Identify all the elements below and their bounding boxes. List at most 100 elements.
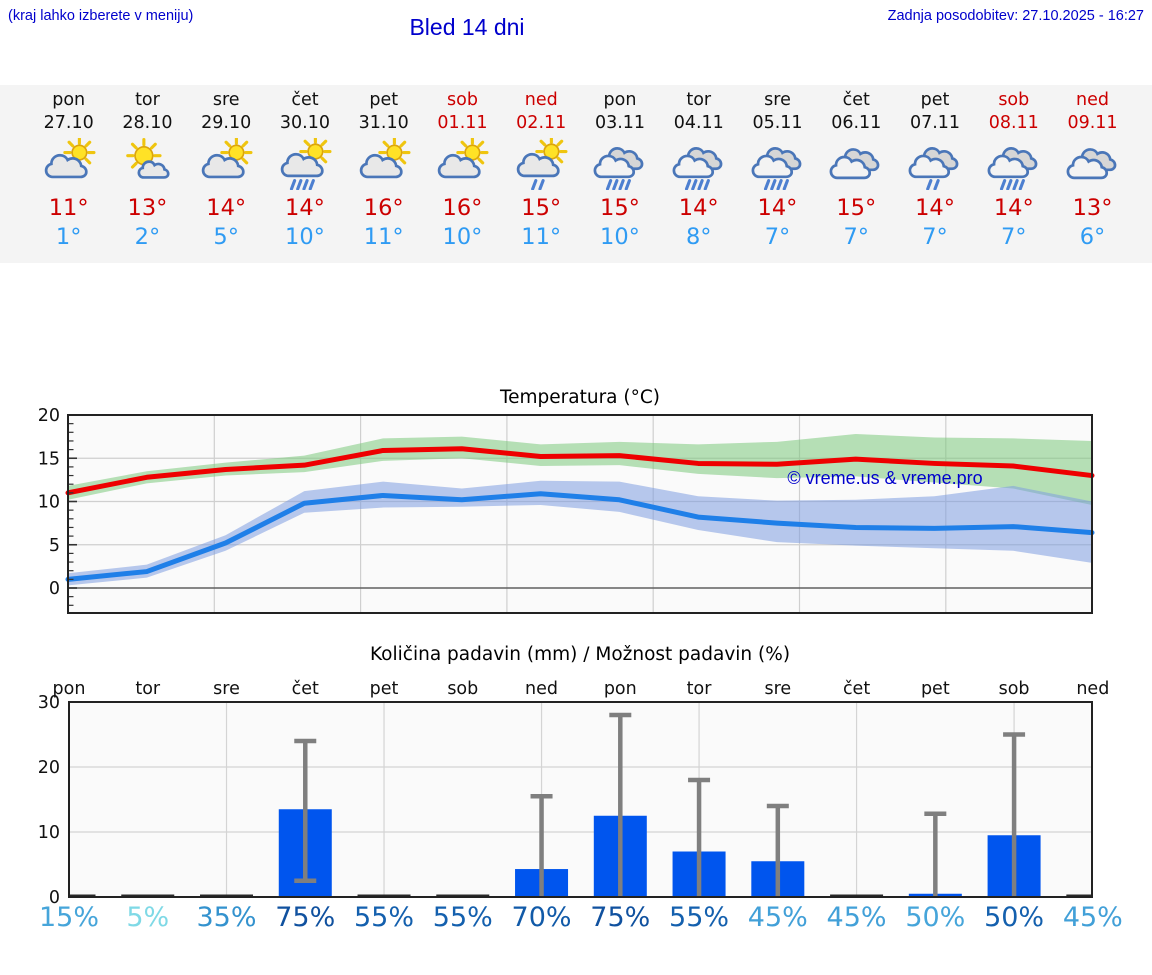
min-temp-value: 11° bbox=[521, 224, 562, 250]
day-name: sre bbox=[764, 90, 791, 110]
day-date: 03.11 bbox=[594, 113, 646, 133]
min-temp-range bbox=[68, 480, 1092, 586]
day-name: pon bbox=[52, 90, 86, 110]
cloud-light-rain-icon bbox=[896, 138, 974, 192]
location-menu-note: (kraj lahko izberete v meniju) bbox=[8, 8, 194, 24]
precip-bar-zero bbox=[357, 894, 411, 897]
precip-probability: 45% bbox=[1062, 902, 1123, 933]
precip-day-label: sre bbox=[764, 679, 791, 699]
temp-y-tick: 15 bbox=[38, 449, 60, 469]
min-temp-value: 7° bbox=[1000, 224, 1027, 250]
precip-day-label: čet bbox=[292, 679, 319, 699]
day-name: ned bbox=[1076, 90, 1110, 110]
temperature-chart-title: Temperatura (°C) bbox=[499, 387, 661, 408]
day-column: sre 05.11 14° 7° bbox=[739, 89, 817, 252]
precip-probability: 75% bbox=[590, 902, 651, 933]
precip-probability: 70% bbox=[511, 902, 572, 933]
precip-probability: 55% bbox=[432, 902, 493, 933]
cloud-rain-icon bbox=[581, 138, 659, 192]
precip-day-label: tor bbox=[135, 679, 161, 699]
precip-day-label: ned bbox=[525, 679, 558, 699]
precip-probability: 15% bbox=[38, 902, 99, 933]
day-name: pon bbox=[603, 90, 637, 110]
precip-probability: 45% bbox=[747, 902, 808, 933]
max-temp-value: 14° bbox=[285, 195, 325, 221]
max-temp-value: 14° bbox=[678, 195, 719, 221]
day-name: tor bbox=[135, 90, 160, 110]
day-name: pet bbox=[920, 90, 950, 110]
temp-y-tick: 5 bbox=[49, 536, 60, 556]
precip-day-label: pet bbox=[921, 679, 950, 699]
precip-probability: 55% bbox=[354, 902, 415, 933]
sun-small-cloud-icon bbox=[108, 138, 186, 192]
min-temp-value: 6° bbox=[1079, 224, 1106, 250]
cloud-rain-icon bbox=[975, 138, 1053, 192]
min-temp-value: 5° bbox=[213, 224, 239, 250]
cloud-rain-icon bbox=[660, 138, 738, 192]
forecast-strip: pon 27.10 11° 1° tor 28.10 13° 2° sre 29.10 14° 5° č… bbox=[0, 85, 1152, 263]
precip-day-label: pet bbox=[370, 679, 399, 699]
min-temp-value: 7° bbox=[843, 224, 870, 250]
day-column: pet 31.10 16° 11° bbox=[345, 89, 423, 252]
day-date: 07.11 bbox=[909, 113, 961, 133]
max-temp-value: 14° bbox=[993, 195, 1034, 221]
day-name: sob bbox=[998, 90, 1030, 110]
precip-probability: 75% bbox=[275, 902, 336, 933]
precip-y-tick: 30 bbox=[38, 693, 60, 713]
precip-probability: 35% bbox=[196, 902, 257, 933]
cloud-rain-icon bbox=[739, 138, 817, 192]
min-temp-value: 1° bbox=[55, 224, 82, 250]
max-temp-value: 15° bbox=[836, 195, 877, 221]
day-column: sre 29.10 14° 5° bbox=[187, 89, 265, 252]
precip-day-label: sob bbox=[999, 679, 1030, 699]
sun-cloud-icon bbox=[30, 136, 108, 192]
day-column: tor 28.10 13° 2° bbox=[108, 89, 186, 252]
max-temp-value: 16° bbox=[363, 195, 404, 221]
min-temp-value: 10° bbox=[600, 224, 640, 250]
day-date: 30.10 bbox=[279, 113, 331, 133]
max-temp-range bbox=[68, 434, 1092, 505]
day-date: 02.11 bbox=[516, 113, 567, 133]
max-temp-value: 13° bbox=[127, 195, 168, 221]
day-column: ned 02.11 15° 11° bbox=[502, 89, 580, 252]
max-temp-value: 15° bbox=[600, 195, 640, 221]
precip-bar-zero bbox=[200, 894, 254, 897]
min-temp-value: 8° bbox=[685, 224, 712, 250]
sun-cloud-rain-icon bbox=[266, 135, 344, 192]
sun-cloud-icon bbox=[423, 136, 501, 192]
precip-bar-zero bbox=[69, 894, 96, 897]
day-column: pet 07.11 14° 7° bbox=[896, 89, 974, 252]
sun-cloud-light-rain-icon bbox=[502, 135, 580, 192]
max-temp-value: 14° bbox=[206, 195, 247, 221]
day-name: čet bbox=[842, 90, 870, 110]
min-temp-value: 10° bbox=[285, 224, 325, 250]
temp-y-tick: 20 bbox=[38, 406, 60, 426]
precipitation-chart-title: Količina padavin (mm) / Možnost padavin … bbox=[369, 644, 791, 665]
precipitation-chart: pon tor sre čet pet sob ned pon tor sre čet pet sob n… bbox=[38, 679, 1110, 906]
cloud-icon bbox=[817, 138, 895, 192]
precip-day-label: pon bbox=[604, 679, 637, 699]
day-date: 04.11 bbox=[673, 113, 724, 133]
day-column: čet 06.11 15° 7° bbox=[817, 89, 895, 252]
day-column: sob 08.11 14° 7° bbox=[975, 89, 1053, 252]
watermark: © vreme.us & vreme.pro bbox=[787, 468, 982, 488]
min-temp-line bbox=[65, 491, 1095, 582]
precip-probability: 50% bbox=[984, 902, 1045, 933]
temp-y-tick: 10 bbox=[38, 493, 60, 513]
precip-y-tick: 0 bbox=[49, 888, 60, 906]
last-update: Zadnja posodobitev: 27.10.2025 - 16:27 bbox=[887, 8, 1144, 24]
min-temp-value: 7° bbox=[764, 224, 791, 250]
max-temp-value: 15° bbox=[521, 195, 562, 221]
precip-bar-zero bbox=[830, 894, 884, 897]
temperature-chart: 0 5 10 15 20 © vreme.us & vreme.pro bbox=[38, 406, 1095, 614]
day-name: tor bbox=[686, 90, 712, 110]
precip-day-label: pon bbox=[53, 679, 86, 699]
day-date: 01.11 bbox=[437, 113, 488, 133]
day-name: čet bbox=[291, 90, 319, 110]
day-column: pon 27.10 11° 1° bbox=[30, 89, 108, 252]
precip-bar-zero bbox=[436, 894, 490, 897]
day-date: 06.11 bbox=[831, 113, 882, 133]
max-temp-value: 13° bbox=[1072, 195, 1113, 221]
max-temp-value: 14° bbox=[915, 195, 955, 221]
day-date: 05.11 bbox=[752, 113, 803, 133]
